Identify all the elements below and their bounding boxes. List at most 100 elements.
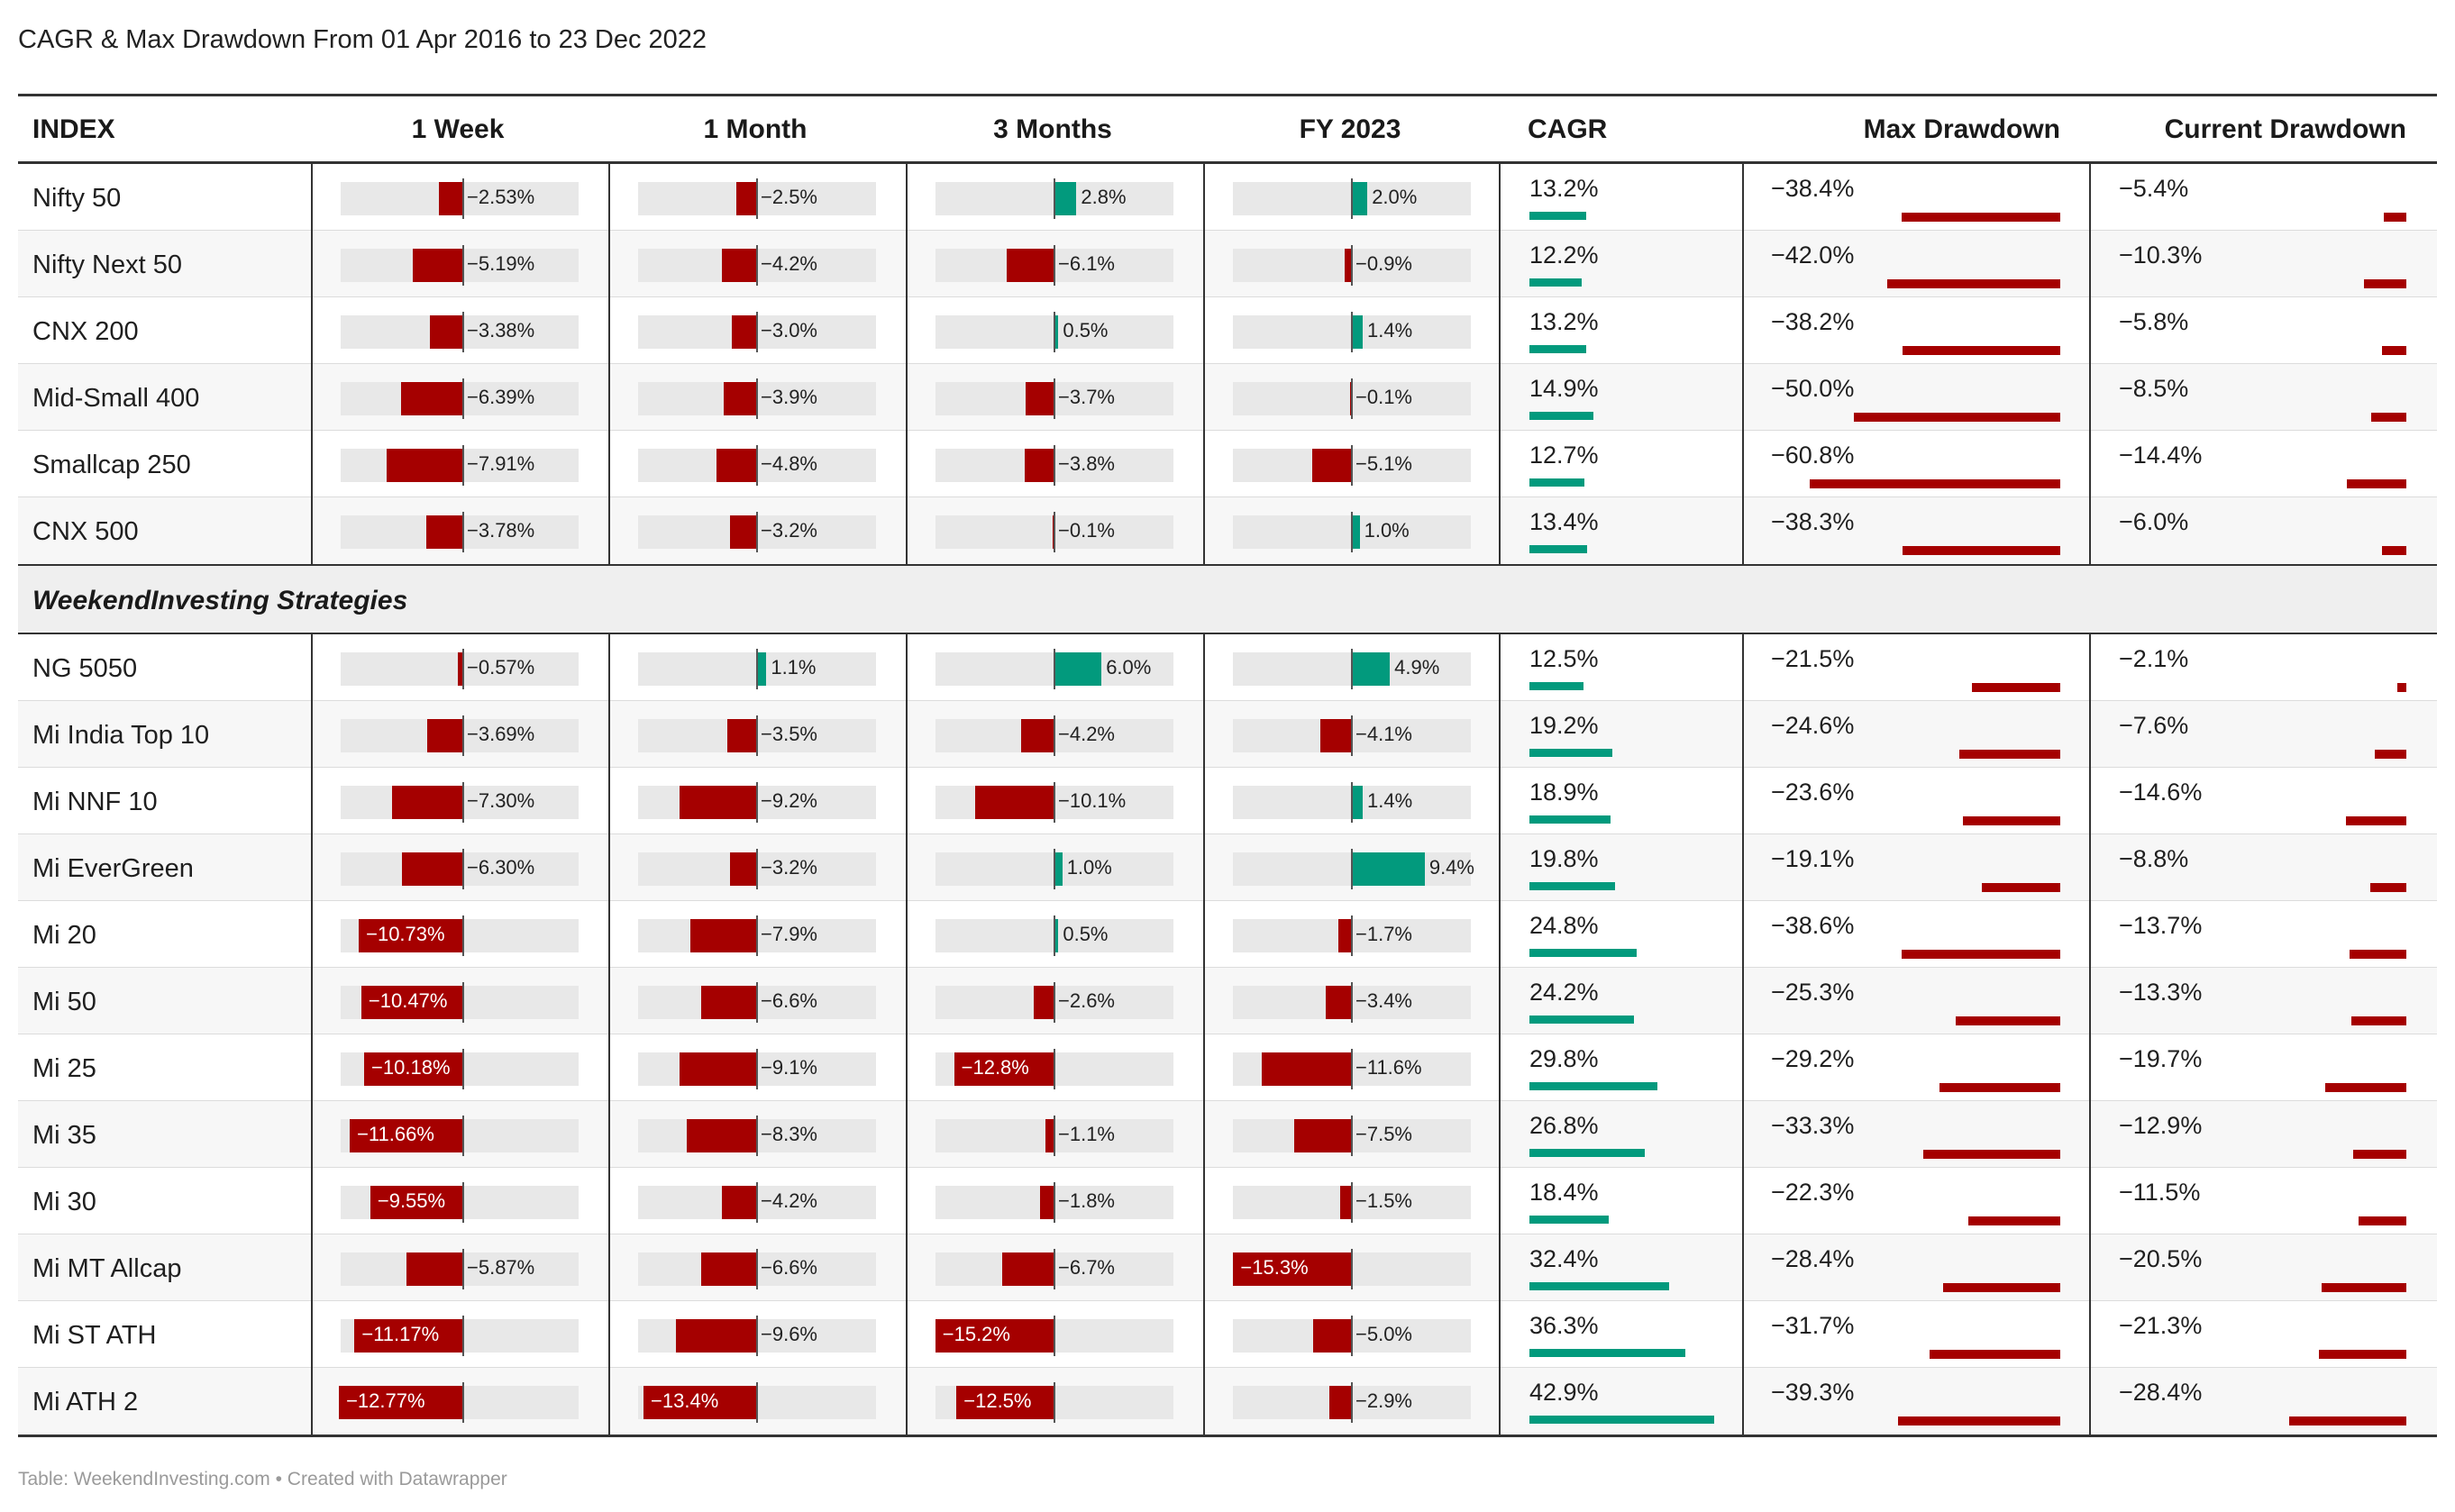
table-row: Mi India Top 10 −3.69% −3.5% −4.2% −4.1% 19.2… [18,701,2437,768]
max-drawdown-value: −29.2% [1771,1045,1855,1072]
value-bar [700,986,757,1019]
bar-cell-m1: −3.2% [638,834,876,901]
value-bar [1034,986,1054,1019]
bar-cell-m1: −9.1% [638,1034,876,1101]
zero-line [1351,1316,1353,1356]
max-drawdown-bar [1922,1150,2060,1159]
cagr-value: 24.8% [1529,912,1599,939]
table-row: Mi EverGreen −6.30% −3.2% 1.0% 9.4% 19.8% −19.… [18,834,2437,901]
bar-cell-fy: −11.6% [1233,1034,1471,1101]
table-row: Smallcap 250 −7.91% −4.8% −3.8% −5.1% 12.7% −6… [18,431,2437,497]
value-label: −12.8% [961,1056,1029,1079]
row-separator [18,1300,2437,1301]
max-drawdown-bar [1902,546,2060,555]
value-bar [1352,786,1364,819]
column-header: INDEX [32,114,115,144]
cagr-value: 36.3% [1529,1312,1599,1339]
value-bar [1021,719,1054,752]
index-name: Mi 25 [32,1054,96,1083]
value-bar [364,1052,463,1086]
current-drawdown-value: −8.8% [2119,845,2189,872]
bar-cell-fy: −5.0% [1233,1301,1471,1368]
value-bar [1025,382,1054,415]
zero-line [1054,378,1055,419]
value-label: 1.4% [1367,789,1413,812]
max-drawdown-value: −38.6% [1771,912,1855,939]
zero-line [1351,445,1353,486]
value-label: −4.1% [1355,723,1412,745]
zero-line [1351,178,1353,219]
cagr-value: 42.9% [1529,1379,1599,1406]
bar-cell-m1: −4.2% [638,1168,876,1234]
max-drawdown-bar [1854,413,2060,422]
value-label: −10.1% [1058,789,1127,812]
value-bar [354,1319,463,1353]
current-drawdown-bar [2381,546,2406,555]
zero-line [1351,715,1353,756]
column-header: CAGR [1528,114,1608,144]
value-label: 1.1% [771,656,817,679]
value-label: −6.1% [1058,252,1115,275]
cagr-value: 12.5% [1529,645,1599,672]
column-divider [1203,164,1205,564]
bar-cell-fy: −4.1% [1233,701,1471,768]
cagr-value: 26.8% [1529,1112,1599,1139]
value-bar [935,1319,1054,1353]
table-row: Nifty 50 −2.53% −2.5% 2.8% 2.0% 13.2% −38.4% −5… [18,164,2437,231]
value-label: −11.6% [1355,1056,1422,1079]
value-bar [1312,449,1352,482]
zero-line [1351,649,1353,689]
zero-line [1054,445,1055,486]
cagr-value: 12.2% [1529,241,1599,269]
table-row: Nifty Next 50 −5.19% −4.2% −6.1% −0.9% 12.2% −… [18,231,2437,297]
max-drawdown-value: −31.7% [1771,1312,1855,1339]
max-drawdown-bar [1971,683,2060,692]
value-bar [680,1052,757,1086]
index-name: Mi 20 [32,921,96,950]
max-drawdown-value: −25.3% [1771,979,1855,1006]
max-drawdown-bar [1968,1216,2060,1225]
value-label: 1.0% [1066,856,1112,879]
max-drawdown-value: −38.2% [1771,308,1855,335]
table-row: CNX 500 −3.78% −3.2% −0.1% 1.0% 13.4% −38.3% −6… [18,497,2437,564]
header-rule [18,161,2437,164]
zero-line [1054,982,1055,1023]
table-row: CNX 200 −3.38% −3.0% 0.5% 1.4% 13.2% −38.2% −5.… [18,297,2437,364]
row-separator [18,900,2437,901]
value-label: −7.9% [761,923,817,945]
value-bar [1338,919,1352,952]
bar-cell-m1: −4.8% [638,431,876,497]
zero-line [1054,715,1055,756]
value-label: −1.8% [1058,1189,1115,1212]
value-label: −2.53% [467,186,535,208]
value-label: −5.0% [1355,1323,1412,1345]
value-label: −4.8% [761,452,817,475]
current-drawdown-value: −28.4% [2119,1379,2203,1406]
max-drawdown-value: −33.3% [1771,1112,1855,1139]
value-label: −0.1% [1355,386,1412,408]
value-bar [1352,515,1360,549]
current-drawdown-bar [2347,479,2406,488]
bar-cell-w1: −6.39% [341,364,579,431]
index-name: Mi MT Allcap [32,1254,182,1283]
max-drawdown-bar [1981,883,2060,892]
bar-cell-m1: −7.9% [638,901,876,968]
zero-line [462,312,464,352]
max-drawdown-bar [1943,1283,2060,1292]
bar-cell-m3: −1.8% [935,1168,1173,1234]
column-divider [1499,634,1501,1435]
cagr-bar [1529,949,1637,957]
bar-cell-fy: −15.3% [1233,1234,1471,1301]
cagr-bar [1529,1016,1634,1024]
bar-cell-w1: −0.57% [341,634,579,701]
zero-line [756,915,758,956]
value-bar [700,1252,757,1286]
value-bar [1319,719,1352,752]
column-divider [2089,634,2091,1435]
table-row: Mi 25 −10.18% −9.1% −12.8% −11.6% 29.8% −29.2%… [18,1034,2437,1101]
bar-cell-m3: 1.0% [935,834,1173,901]
table-row: Mi 30 −9.55% −4.2% −1.8% −1.5% 18.4% −22.3% −11… [18,1168,2437,1234]
value-label: −9.55% [377,1189,446,1212]
bar-cell-m1: −6.6% [638,1234,876,1301]
value-label: −11.17% [361,1323,440,1345]
